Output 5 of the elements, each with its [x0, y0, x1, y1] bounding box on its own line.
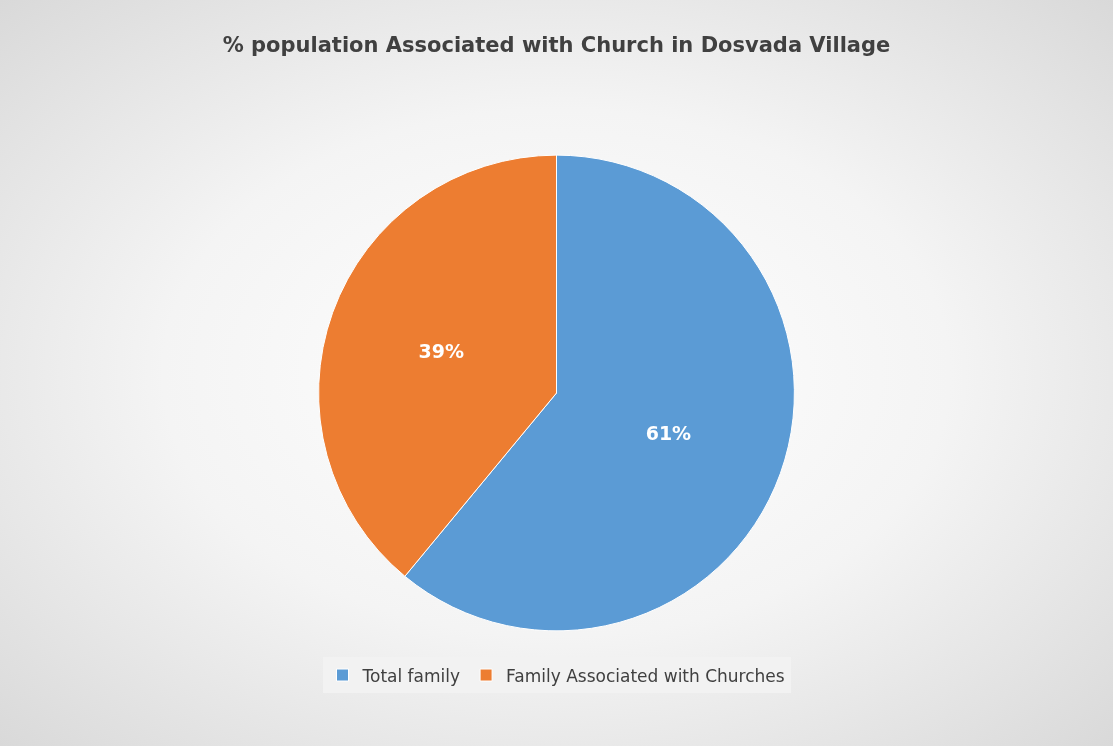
legend-label: Total family — [361, 665, 461, 686]
data-label: 61% — [645, 422, 692, 445]
data-label: 39% — [418, 340, 464, 363]
chart-title: % population Associated with Church in Dosvada Village — [222, 33, 891, 57]
legend-label: Family Associated with Churches — [506, 665, 785, 686]
